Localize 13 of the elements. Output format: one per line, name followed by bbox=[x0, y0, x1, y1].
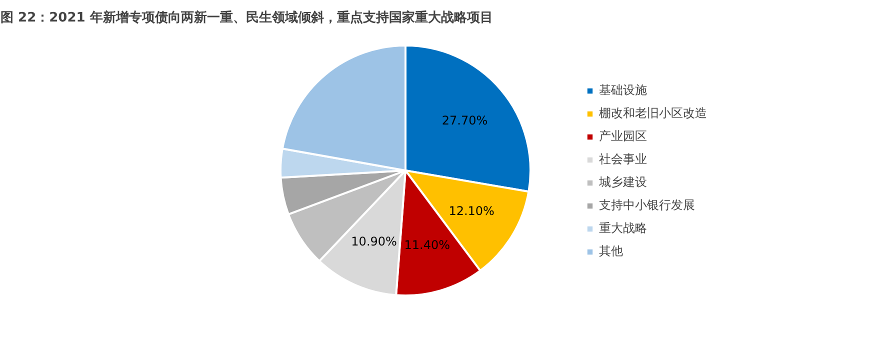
legend-label: 棚改和老旧小区改造 bbox=[599, 105, 707, 122]
data-label: 10.90% bbox=[351, 234, 397, 248]
legend-label: 社会事业 bbox=[599, 151, 647, 168]
legend-label: 产业园区 bbox=[599, 128, 647, 145]
data-label: 12.10% bbox=[448, 204, 494, 218]
chart-title: 图 22：2021 年新增专项债向两新一重、民生领域倾斜，重点支持国家重大战略项目 bbox=[0, 10, 493, 26]
data-label: 27.70% bbox=[442, 114, 488, 128]
legend-label: 城乡建设 bbox=[599, 174, 647, 191]
legend-label: 其他 bbox=[599, 243, 623, 260]
legend-label: 重大战略 bbox=[599, 220, 647, 237]
data-label: 11.40% bbox=[404, 238, 450, 252]
legend-label: 基础设施 bbox=[599, 82, 647, 99]
legend-label: 支持中小银行发展 bbox=[599, 197, 695, 214]
